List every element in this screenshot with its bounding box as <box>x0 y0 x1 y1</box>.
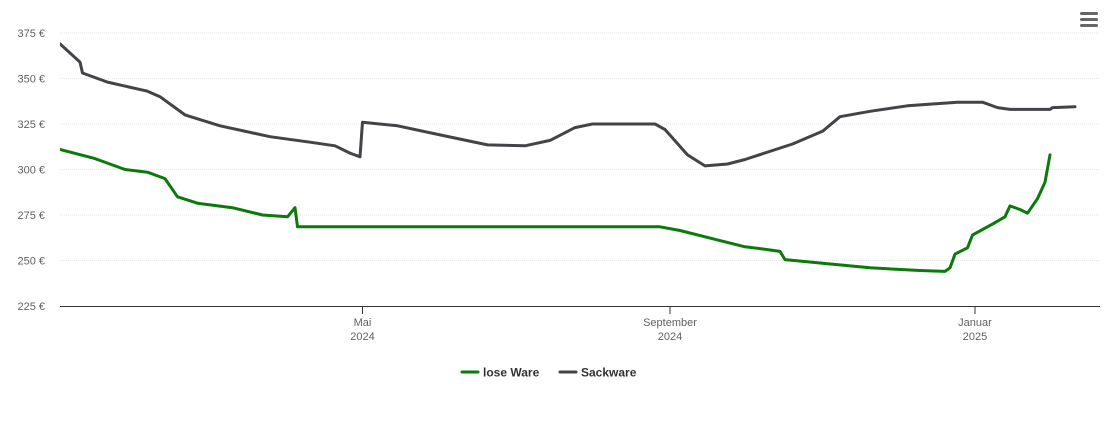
menu-bar <box>1080 24 1098 27</box>
x-tick-label-month: Mai <box>354 317 372 329</box>
series-line-sackware <box>60 42 1077 168</box>
series-line-lose-ware <box>60 148 1052 273</box>
y-tick-label: 250 € <box>17 256 45 268</box>
legend-label: Sackware <box>581 366 637 380</box>
x-tick-label-month: Januar <box>958 317 992 329</box>
menu-bar <box>1080 12 1098 15</box>
grid-lines <box>60 32 1100 261</box>
y-axis-labels: 225 € 250 € 275 € 300 € 325 € 350 € 375 € <box>17 28 45 313</box>
hamburger-menu-icon[interactable] <box>1078 12 1100 32</box>
x-tick-label-month: September <box>643 317 697 329</box>
y-tick-label: 300 € <box>17 165 45 177</box>
menu-bar <box>1080 18 1098 21</box>
y-tick-label: 275 € <box>17 210 45 222</box>
x-tick-label-year: 2025 <box>963 331 987 343</box>
y-tick-label: 225 € <box>17 301 45 313</box>
legend: lose Ware Sackware <box>460 366 637 380</box>
x-axis: Mai 2024 September 2024 Januar 2025 <box>60 306 1100 343</box>
y-tick-label: 375 € <box>17 28 45 40</box>
x-tick-label-year: 2024 <box>350 331 374 343</box>
y-tick-label: 325 € <box>17 119 45 131</box>
x-tick-label-year: 2024 <box>658 331 682 343</box>
y-tick-label: 350 € <box>17 74 45 86</box>
series-lines <box>60 42 1077 273</box>
legend-label: lose Ware <box>483 366 540 380</box>
